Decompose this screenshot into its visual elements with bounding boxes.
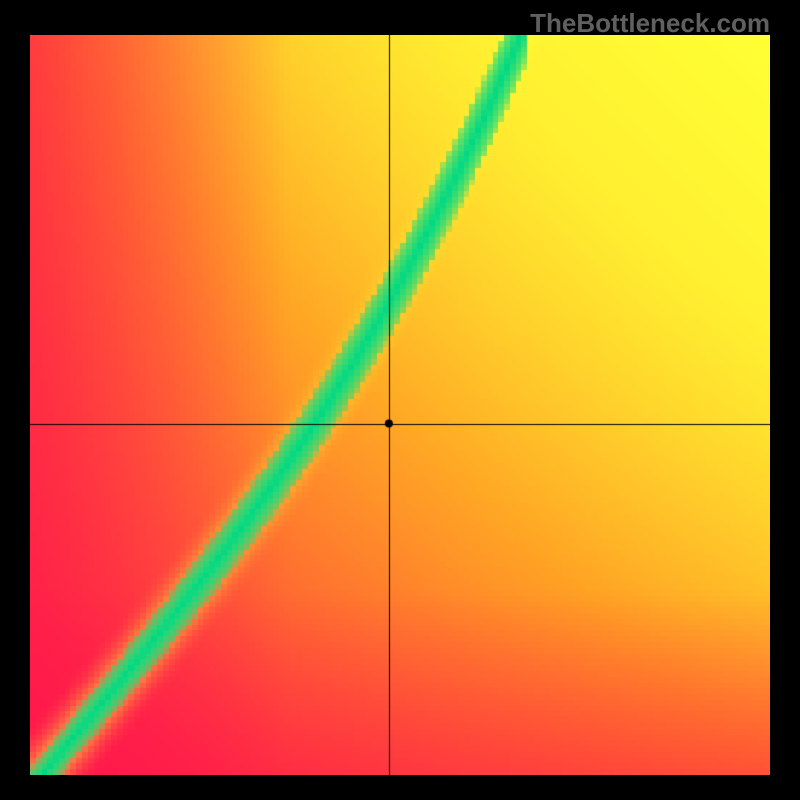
watermark-text: TheBottleneck.com (530, 8, 770, 39)
bottleneck-heatmap (30, 35, 770, 775)
chart-container: TheBottleneck.com (0, 0, 800, 800)
